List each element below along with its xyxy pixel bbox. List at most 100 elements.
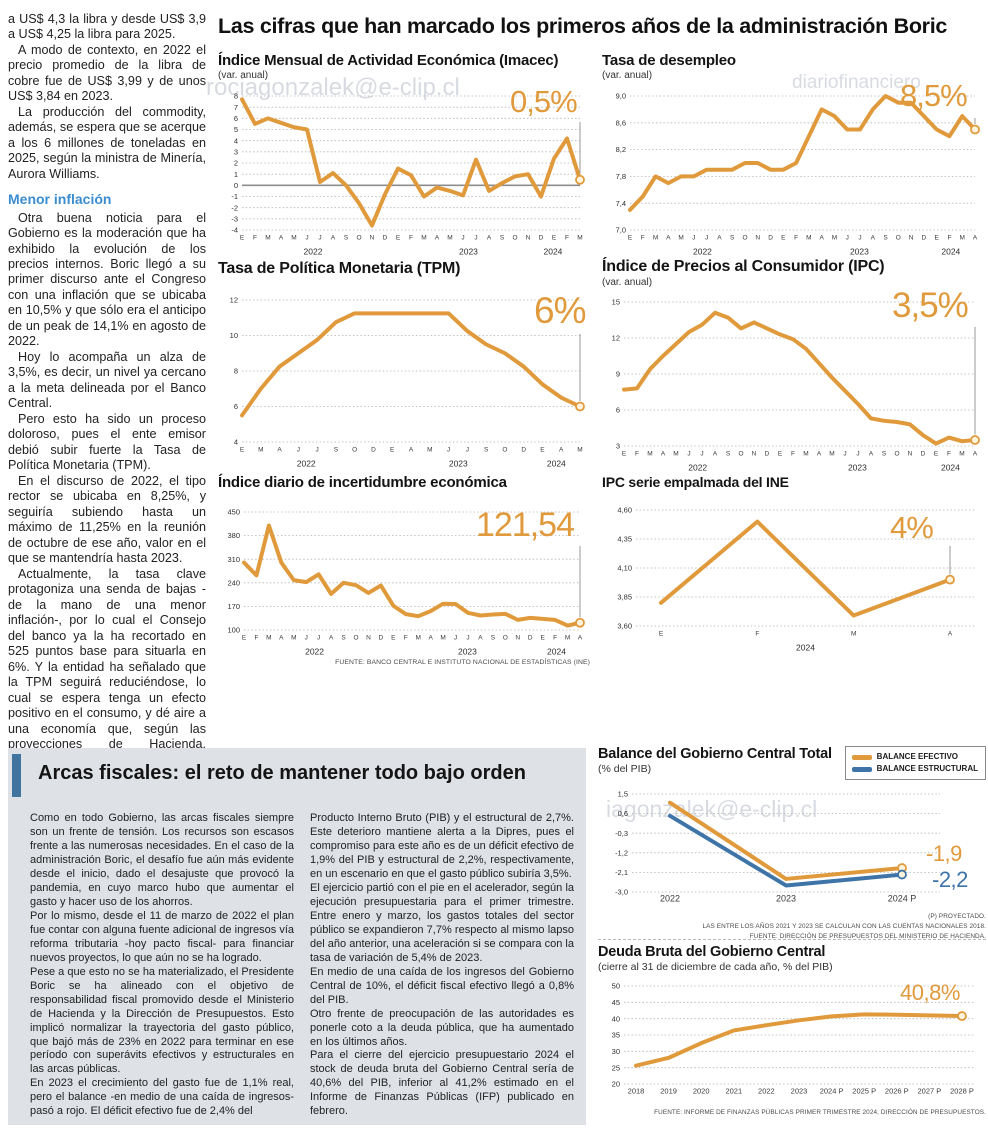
svg-text:E: E xyxy=(396,235,401,242)
svg-text:A: A xyxy=(973,235,978,242)
svg-text:M: M xyxy=(291,235,296,242)
balance-chart-block: Balance del Gobierno Central Total (% de… xyxy=(598,746,986,942)
tpm-value-label: 6% xyxy=(534,290,586,331)
imacec-chart-subtitle: (var. anual) xyxy=(218,70,269,81)
svg-text:M: M xyxy=(959,451,964,458)
ipc-chart-subtitle: (var. anual) xyxy=(602,277,653,288)
svg-text:J: J xyxy=(297,447,300,454)
svg-text:20: 20 xyxy=(612,1080,620,1089)
legend-swatch-estructural xyxy=(851,766,872,772)
svg-text:N: N xyxy=(526,235,531,242)
svg-text:0: 0 xyxy=(234,181,238,190)
svg-text:6: 6 xyxy=(616,406,620,415)
article-subhead: Menor inflación xyxy=(8,191,112,208)
svg-text:2028 P: 2028 P xyxy=(950,1087,974,1096)
svg-text:A: A xyxy=(869,451,874,458)
svg-text:J: J xyxy=(856,451,859,458)
svg-text:2022: 2022 xyxy=(758,1087,775,1096)
svg-text:N: N xyxy=(755,235,760,242)
svg-text:A: A xyxy=(661,451,666,458)
svg-text:4: 4 xyxy=(234,136,238,145)
svg-text:30: 30 xyxy=(612,1047,620,1056)
imacec-chart-block: Índice Mensual de Actividad Económica (I… xyxy=(218,52,590,260)
fiscal-paragraph: Para el cierre del ejercicio presupuesta… xyxy=(310,1049,574,1118)
svg-text:15: 15 xyxy=(612,298,620,307)
legend-item-efectivo: BALANCE EFECTIVO xyxy=(851,751,978,763)
svg-text:2019: 2019 xyxy=(660,1087,677,1096)
svg-text:J: J xyxy=(318,235,321,242)
deuda-chart-subtitle: (cierre al 31 de diciembre de cada año, … xyxy=(598,961,833,973)
svg-text:E: E xyxy=(390,447,395,454)
svg-text:A: A xyxy=(559,447,564,454)
svg-text:M: M xyxy=(678,235,683,242)
svg-text:2: 2 xyxy=(234,159,238,168)
balance-estructural-value-label: -2,2 xyxy=(932,867,968,892)
svg-text:-1,2: -1,2 xyxy=(615,848,628,857)
desempleo-chart: 9,08,68,27,87,47,0E F M A M J J A S O N D E F M A M J J A S O… xyxy=(616,92,980,257)
svg-text:A: A xyxy=(713,451,718,458)
svg-text:O: O xyxy=(352,447,357,454)
svg-text:2025 P: 2025 P xyxy=(852,1087,876,1096)
svg-text:S: S xyxy=(883,235,888,242)
charts-source: FUENTE: BANCO CENTRAL E INSTITUTO NACION… xyxy=(335,659,590,666)
article-paragraph: Pero esto ha sido un proceso doloroso, p… xyxy=(8,411,206,473)
svg-text:A: A xyxy=(277,447,282,454)
svg-text:450: 450 xyxy=(227,508,240,517)
fiscal-headline: Arcas fiscales: el reto de mantener todo… xyxy=(38,762,526,784)
svg-text:1,5: 1,5 xyxy=(618,790,628,799)
svg-text:E: E xyxy=(242,635,247,642)
svg-text:2023: 2023 xyxy=(848,463,867,473)
svg-text:E: E xyxy=(240,447,245,454)
svg-text:J: J xyxy=(447,447,450,454)
fiscal-paragraph: En 2023 el crecimiento del gasto fue de … xyxy=(30,1077,294,1118)
svg-text:2024: 2024 xyxy=(941,463,960,473)
svg-text:A: A xyxy=(435,235,440,242)
svg-text:12: 12 xyxy=(230,296,238,305)
svg-text:A: A xyxy=(331,235,336,242)
desempleo-chart-block: Tasa de desempleo (var. anual) 9,0 8,6 8,2… xyxy=(602,52,985,260)
svg-text:2022: 2022 xyxy=(304,247,323,257)
fiscal-paragraph: Otro frente de preocupación de las autor… xyxy=(310,1007,574,1048)
ipc-value-label: 3,5% xyxy=(892,286,969,325)
legend-swatch-efectivo xyxy=(851,754,872,760)
svg-text:D: D xyxy=(521,447,526,454)
svg-text:N: N xyxy=(752,451,757,458)
svg-text:M: M xyxy=(673,451,678,458)
svg-text:M: M xyxy=(803,451,808,458)
svg-text:S: S xyxy=(334,447,339,454)
svg-text:O: O xyxy=(503,635,508,642)
svg-text:D: D xyxy=(539,235,544,242)
svg-text:N: N xyxy=(515,635,520,642)
svg-text:S: S xyxy=(484,447,489,454)
svg-text:2027 P: 2027 P xyxy=(918,1087,942,1096)
svg-text:F: F xyxy=(553,635,557,642)
svg-text:35: 35 xyxy=(612,1031,620,1040)
svg-text:J: J xyxy=(454,635,457,642)
svg-text:-3: -3 xyxy=(231,214,238,223)
svg-text:2024: 2024 xyxy=(941,247,960,257)
svg-text:2024 P: 2024 P xyxy=(888,894,917,904)
svg-text:O: O xyxy=(356,235,361,242)
svg-text:A: A xyxy=(428,635,433,642)
svg-text:F: F xyxy=(254,635,258,642)
svg-text:2022: 2022 xyxy=(693,247,712,257)
svg-text:310: 310 xyxy=(227,555,240,564)
balance-footnote: LAS ENTRE LOS AÑOS 2021 Y 2023 SE CALCUL… xyxy=(702,922,986,930)
tpm-chart-title: Tasa de Política Monetaria (TPM) xyxy=(218,260,461,277)
svg-text:J: J xyxy=(466,447,469,454)
svg-text:E: E xyxy=(659,631,664,638)
svg-text:E: E xyxy=(552,235,557,242)
svg-text:N: N xyxy=(370,235,375,242)
svg-text:D: D xyxy=(371,447,376,454)
svg-text:3: 3 xyxy=(616,442,620,451)
ipc-empalmada-chart-block: IPC serie empalmada del INE 4,60 4,35 4,10… xyxy=(602,474,985,660)
svg-text:F: F xyxy=(404,635,408,642)
svg-text:8,2: 8,2 xyxy=(616,145,626,154)
svg-text:S: S xyxy=(730,235,735,242)
svg-text:7,0: 7,0 xyxy=(616,226,626,235)
svg-text:45: 45 xyxy=(612,998,620,1007)
svg-text:F: F xyxy=(947,235,951,242)
